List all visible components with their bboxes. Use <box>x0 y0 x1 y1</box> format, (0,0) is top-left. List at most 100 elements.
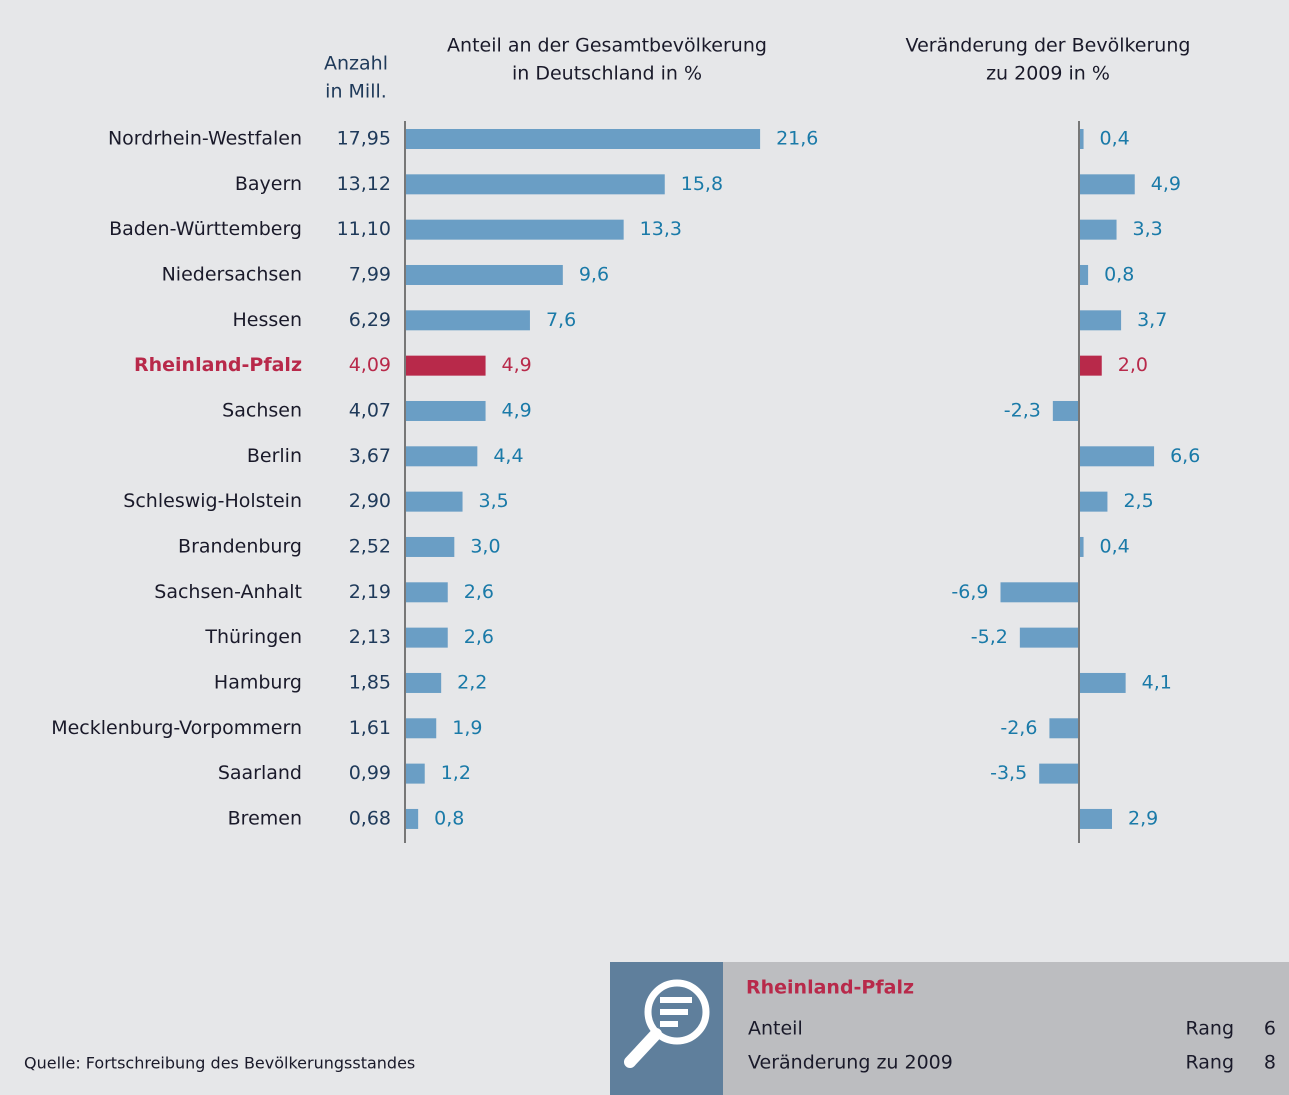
bar <box>1079 536 1084 557</box>
value-label: 0,4 <box>1100 128 1130 150</box>
bar <box>1079 808 1112 829</box>
value-label: 9,6 <box>579 263 609 285</box>
category-label: Hessen <box>232 309 302 331</box>
count-header: Anzahl <box>324 53 388 75</box>
value-label: 21,6 <box>776 128 818 150</box>
bar <box>405 536 455 557</box>
count-value: 1,85 <box>349 671 391 693</box>
category-label: Sachsen-Anhalt <box>154 581 302 603</box>
info-rank-label: Rang <box>1185 1052 1234 1074</box>
bar <box>405 219 624 240</box>
bar <box>405 446 478 467</box>
bar <box>1079 129 1084 149</box>
bar <box>1079 174 1135 195</box>
bar <box>1079 264 1089 285</box>
value-label: 15,8 <box>681 173 723 195</box>
bar <box>1079 446 1155 467</box>
bar <box>405 582 448 603</box>
magnifier-icon <box>624 979 710 1068</box>
value-label: -5,2 <box>971 626 1008 648</box>
bar <box>405 174 665 195</box>
info-rank: 6 <box>1264 1018 1276 1040</box>
category-label: Thüringen <box>204 626 302 648</box>
info-title: Rheinland-Pfalz <box>746 977 914 999</box>
value-label: 0,8 <box>434 807 464 829</box>
value-label: 2,5 <box>1123 490 1153 512</box>
bar <box>405 672 442 693</box>
value-label: 6,6 <box>1170 445 1200 467</box>
category-label: Bayern <box>235 173 302 195</box>
bar <box>1049 718 1079 739</box>
count-value: 0,99 <box>349 762 391 784</box>
count-value: 0,68 <box>349 807 391 829</box>
value-label: -6,9 <box>951 581 988 603</box>
bar <box>1079 219 1117 240</box>
count-value: 2,13 <box>349 626 391 648</box>
value-label: -2,6 <box>1000 717 1037 739</box>
bar <box>405 718 437 739</box>
category-label: Rheinland-Pfalz <box>134 354 302 376</box>
value-label: 13,3 <box>640 218 682 240</box>
count-value: 2,19 <box>349 581 391 603</box>
value-label: 3,5 <box>479 490 509 512</box>
value-label: -2,3 <box>1004 399 1041 421</box>
bar <box>405 400 486 421</box>
value-label: 4,9 <box>502 354 532 376</box>
value-label: 7,6 <box>546 309 576 331</box>
value-label: 1,2 <box>441 762 471 784</box>
bar <box>405 310 530 331</box>
count-value: 6,29 <box>349 309 391 331</box>
bar <box>1019 627 1079 648</box>
bar <box>405 763 425 784</box>
value-label: 4,9 <box>1151 173 1181 195</box>
bar <box>1079 491 1108 512</box>
value-label: 0,8 <box>1104 263 1134 285</box>
info-rank-label: Rang <box>1185 1018 1234 1040</box>
bar <box>405 627 448 648</box>
value-label: 2,2 <box>457 671 487 693</box>
bar <box>1000 582 1079 603</box>
value-label: 3,0 <box>470 535 500 557</box>
value-label: 2,6 <box>464 626 494 648</box>
bar <box>405 129 761 149</box>
count-value: 4,09 <box>349 354 391 376</box>
value-label: 0,4 <box>1100 535 1130 557</box>
count-value: 13,12 <box>337 173 391 195</box>
chart-title: Veränderung der Bevölkerung <box>906 35 1191 57</box>
info-label: Veränderung zu 2009 <box>748 1052 953 1074</box>
value-label: 1,9 <box>452 717 482 739</box>
info-panel <box>723 962 1289 1095</box>
bar <box>1052 400 1079 421</box>
category-label: Sachsen <box>222 399 302 421</box>
count-value: 2,90 <box>349 490 391 512</box>
bar <box>1079 355 1102 376</box>
category-label: Bremen <box>228 807 302 829</box>
chart-title: zu 2009 in % <box>986 63 1110 85</box>
category-label: Mecklenburg-Vorpommern <box>51 717 302 739</box>
category-label: Niedersachsen <box>162 263 302 285</box>
bar <box>405 808 419 829</box>
category-label: Saarland <box>218 762 302 784</box>
info-label: Anteil <box>748 1018 803 1040</box>
value-label: 4,9 <box>502 399 532 421</box>
info-rank: 8 <box>1264 1052 1276 1074</box>
count-value: 1,61 <box>349 717 391 739</box>
value-label: 3,7 <box>1137 309 1167 331</box>
chart-title: Anteil an der Gesamtbevölkerung <box>447 35 767 57</box>
count-value: 11,10 <box>337 218 391 240</box>
count-value: 4,07 <box>349 399 391 421</box>
value-label: 4,4 <box>493 445 523 467</box>
value-label: 4,1 <box>1142 671 1172 693</box>
count-header: in Mill. <box>325 81 387 103</box>
category-label: Schleswig-Holstein <box>123 490 302 512</box>
value-label: 3,3 <box>1133 218 1163 240</box>
value-label: -3,5 <box>990 762 1027 784</box>
bar <box>1079 672 1126 693</box>
category-label: Nordrhein-Westfalen <box>108 128 302 150</box>
count-value: 2,52 <box>349 535 391 557</box>
value-label: 2,9 <box>1128 807 1158 829</box>
count-value: 7,99 <box>349 263 391 285</box>
category-label: Berlin <box>247 445 302 467</box>
category-label: Brandenburg <box>178 535 302 557</box>
